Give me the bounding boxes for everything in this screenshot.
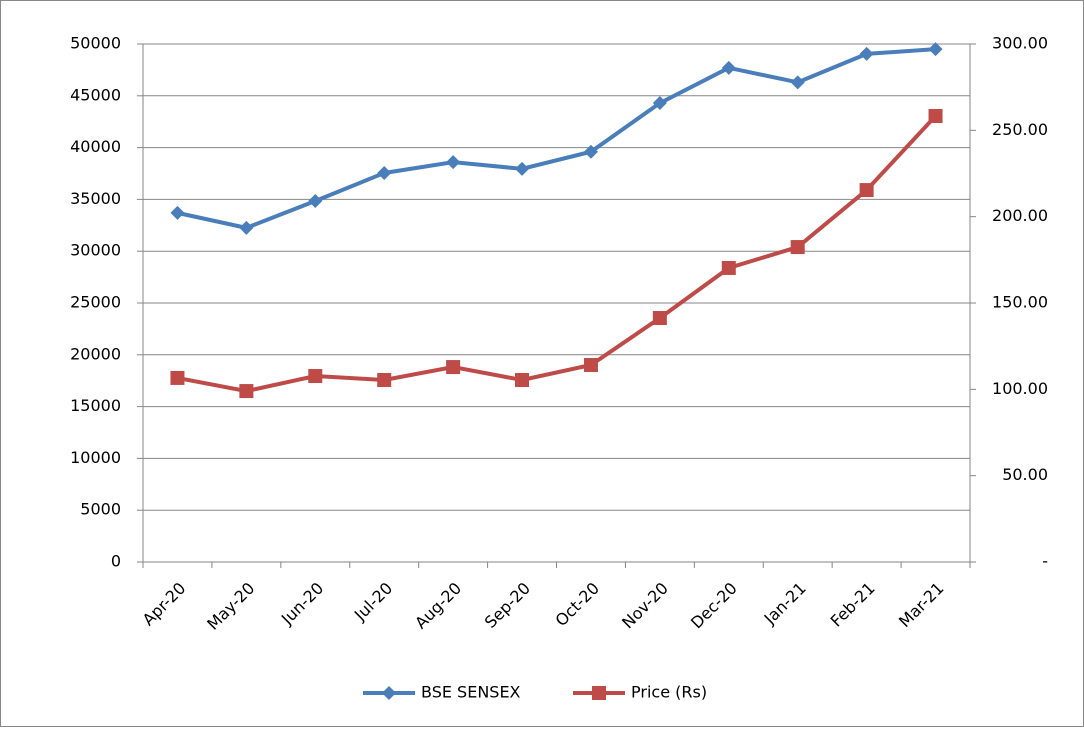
point: [377, 165, 392, 180]
point: [239, 384, 254, 399]
y-tick-label: 5000: [80, 500, 121, 519]
series-line: [177, 47, 936, 230]
y2-tick-label: 150.00: [992, 293, 1048, 312]
point: [859, 46, 874, 61]
legend-label: BSE SENSEX: [421, 683, 521, 702]
y-tick-label: 10000: [70, 448, 121, 467]
point: [928, 109, 943, 124]
y2-tick-label: 300.00: [992, 34, 1048, 53]
y-tick-label: 0: [111, 552, 121, 571]
y-tick-label: 35000: [70, 189, 121, 208]
point: [515, 161, 530, 176]
y-tick-label: 25000: [70, 293, 121, 312]
y2-tick-label: -: [1042, 552, 1048, 571]
y-tick-label: 45000: [70, 85, 121, 104]
y2-tick-label: 100.00: [992, 379, 1048, 398]
point: [928, 42, 943, 57]
point: [446, 360, 461, 375]
point: [790, 75, 805, 90]
point: [721, 60, 736, 75]
y-tick-label: 15000: [70, 396, 121, 415]
legend-marker: [382, 686, 396, 700]
legend-marker: [592, 686, 606, 700]
y-tick-label: 30000: [70, 241, 121, 260]
point: [308, 369, 323, 384]
y2-tick-label: 250.00: [992, 120, 1048, 139]
y2-tick-label: 200.00: [992, 206, 1048, 225]
point: [652, 96, 667, 111]
point: [170, 370, 185, 385]
series-line: [177, 114, 938, 394]
point: [446, 155, 461, 170]
point: [583, 144, 598, 159]
y-tick-label: 20000: [70, 344, 121, 363]
y-tick-label: 50000: [70, 34, 121, 53]
y-tick-label: 40000: [70, 137, 121, 156]
point: [170, 205, 185, 220]
point: [583, 357, 598, 372]
point: [515, 373, 530, 388]
point: [239, 220, 254, 235]
point: [790, 240, 805, 255]
point: [652, 311, 667, 326]
point: [721, 260, 736, 275]
legend-label: Price (Rs): [631, 683, 707, 702]
point: [377, 373, 392, 388]
point: [859, 183, 874, 198]
point: [308, 193, 323, 208]
y2-tick-label: 50.00: [1002, 465, 1048, 484]
